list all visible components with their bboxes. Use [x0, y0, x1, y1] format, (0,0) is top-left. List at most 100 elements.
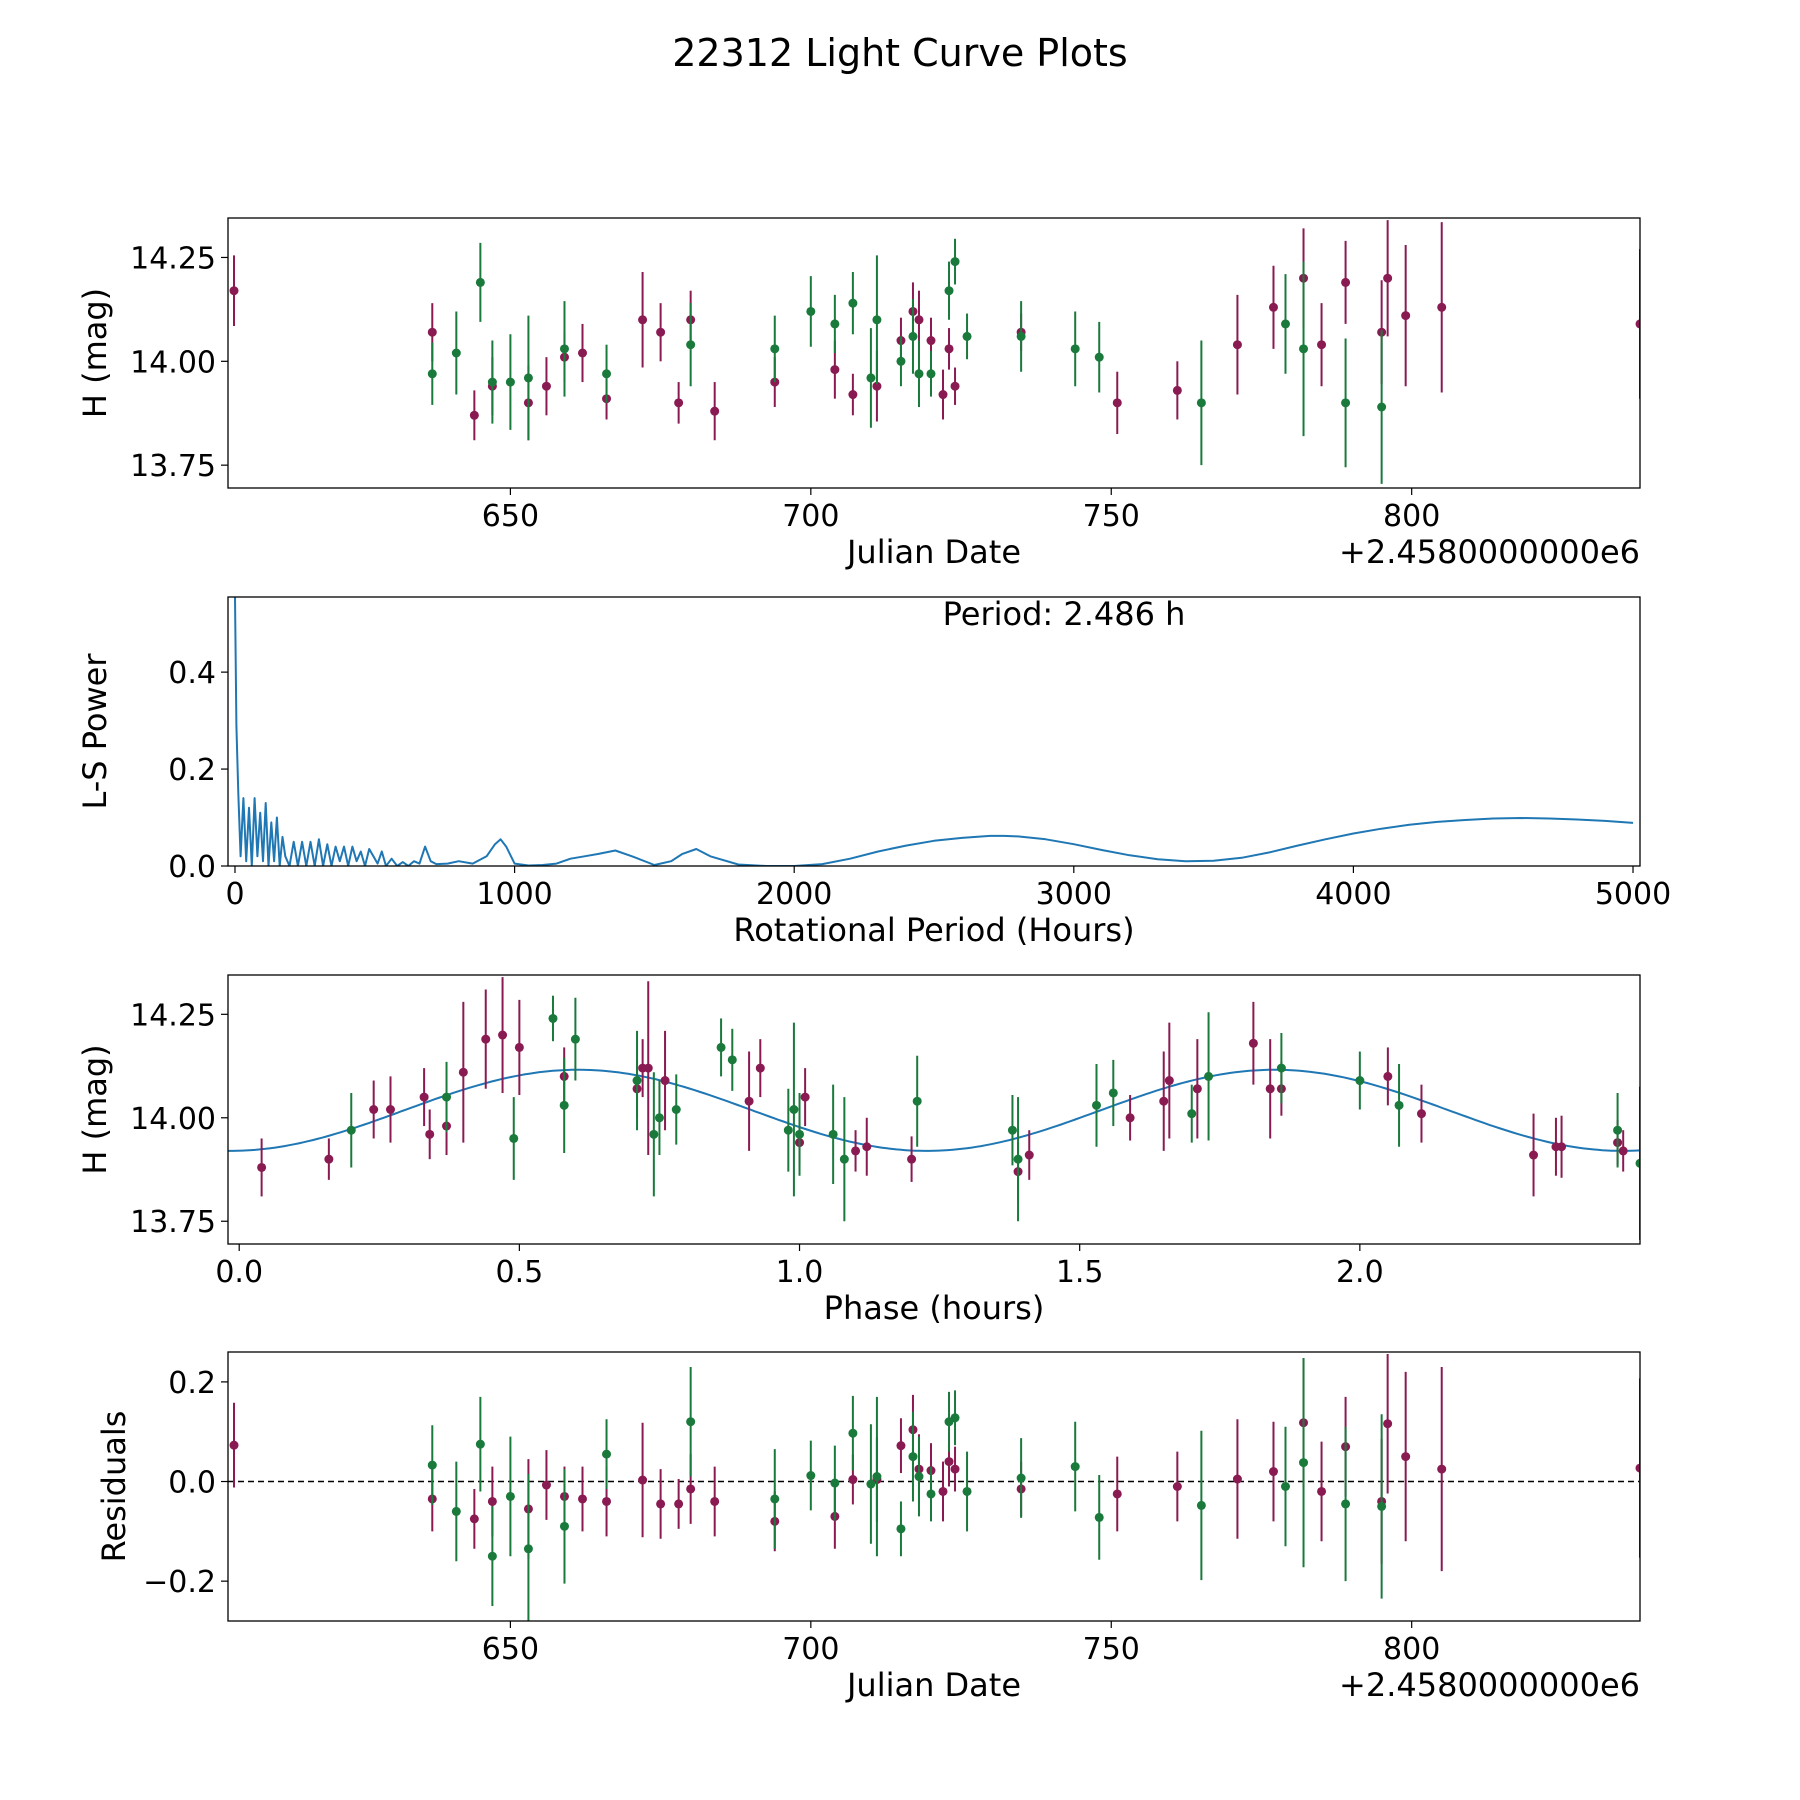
phased-data-point — [514, 1042, 524, 1052]
lightcurve-data-point — [541, 381, 551, 391]
lightcurve-data-point — [1280, 319, 1290, 329]
phased-data-point — [1635, 1158, 1640, 1168]
phased-data-point — [1007, 1125, 1017, 1135]
phased-data-point — [1416, 1109, 1426, 1119]
lightcurve-data-point — [229, 286, 239, 296]
residuals-data-point — [1232, 1474, 1242, 1484]
periodogram-xtick-label: 5000 — [1595, 877, 1671, 912]
residuals-data-point — [487, 1496, 497, 1506]
lightcurve-ytick-label: 14.00 — [130, 345, 216, 380]
lightcurve-data-point — [638, 315, 648, 325]
lightcurve-xtick-label: 650 — [482, 499, 539, 534]
phased-ylabel: H (mag) — [76, 1044, 114, 1174]
lightcurve-data-point — [656, 327, 666, 337]
lightcurve-data-point — [830, 365, 840, 375]
periodogram-ytick-label: 0.4 — [168, 656, 216, 691]
lightcurve-data-point — [1094, 352, 1104, 362]
residuals-data-point — [1383, 1419, 1393, 1429]
phased-xlabel: Phase (hours) — [824, 1289, 1045, 1327]
residuals-data-point — [896, 1441, 906, 1451]
phased-data-point — [1125, 1113, 1135, 1123]
lightcurve-data-point — [686, 340, 696, 350]
lightcurve-data-point — [427, 327, 437, 337]
residuals-data-point — [1112, 1489, 1122, 1499]
residuals-data-point — [1437, 1464, 1447, 1474]
phased-data-point — [1159, 1096, 1169, 1106]
phased-data-point — [1529, 1150, 1539, 1160]
lightcurve-data-point — [1317, 340, 1327, 350]
lightcurve-data-point — [872, 315, 882, 325]
phased-model-curve — [228, 1068, 1640, 1152]
lightcurve-data-point — [505, 377, 515, 387]
phased-data-point — [643, 1063, 653, 1073]
phased-data-point — [1248, 1038, 1258, 1048]
periodogram-axes-frame — [227, 596, 1641, 867]
phased-data-point — [257, 1162, 267, 1172]
lightcurve-data-point — [1299, 344, 1309, 354]
periodogram-xtick-label: 4000 — [1315, 877, 1391, 912]
phased-data-point — [1355, 1076, 1365, 1086]
residuals-data-point — [674, 1499, 684, 1509]
phased-ytick-label: 14.00 — [130, 1102, 216, 1137]
lightcurve-panel: 650 700 750 800 13.75 14.00 14.25 Julian Date H … — [76, 217, 1641, 571]
residuals-offset-text: +2.4580000000e6 — [1339, 1666, 1640, 1704]
phased-plot-area — [228, 977, 1640, 1240]
lightcurve-data-point — [872, 381, 882, 391]
residuals-data-point — [487, 1551, 497, 1561]
residuals-data-point — [541, 1480, 551, 1490]
phased-xtick-label: 1.0 — [776, 1255, 824, 1290]
residuals-ylabel: Residuals — [95, 1411, 133, 1563]
residuals-data-point — [638, 1475, 648, 1485]
lightcurve-data-point — [602, 369, 612, 379]
phased-data-point — [481, 1034, 491, 1044]
phased-data-point — [509, 1133, 519, 1143]
phased-data-point — [800, 1092, 810, 1102]
periodogram-plot-area — [234, 597, 1634, 866]
phased-data-point — [1276, 1063, 1286, 1073]
residuals-data-point — [427, 1460, 437, 1470]
phased-data-point — [548, 1013, 558, 1023]
lightcurve-data-point — [848, 390, 858, 400]
residuals-data-point — [1016, 1473, 1026, 1483]
residuals-ytick-label: 0.0 — [168, 1466, 216, 1501]
lightcurve-data-point — [944, 344, 954, 354]
phased-data-point — [660, 1076, 670, 1086]
phased-data-point — [1613, 1125, 1623, 1135]
lightcurve-xtick-label: 800 — [1383, 499, 1440, 534]
phased-xtick-label: 0.5 — [496, 1255, 544, 1290]
periodogram-ytick-label: 0.2 — [168, 753, 216, 788]
residuals-data-point — [656, 1499, 666, 1509]
phased-data-point — [1187, 1109, 1197, 1119]
residuals-data-point — [1196, 1500, 1206, 1510]
phased-data-point — [442, 1092, 452, 1102]
residuals-data-point — [1070, 1462, 1080, 1472]
residuals-data-point — [914, 1472, 924, 1482]
phased-xtick-label: 1.5 — [1056, 1255, 1104, 1290]
lightcurve-xtick-label: 700 — [782, 499, 839, 534]
residuals-data-point — [830, 1478, 840, 1488]
residuals-data-point — [770, 1494, 780, 1504]
residuals-data-point — [944, 1457, 954, 1467]
phased-data-point — [727, 1055, 737, 1065]
lightcurve-ylabel: H (mag) — [76, 288, 114, 418]
phased-data-point — [346, 1125, 356, 1135]
residuals-data-point — [962, 1486, 972, 1496]
phased-data-point — [789, 1105, 799, 1114]
residuals-data-point — [1341, 1499, 1351, 1509]
phased-panel: 0.0 0.5 1.0 1.5 2.0 13.75 14.00 14.25 Phase (hou… — [76, 974, 1641, 1327]
lightcurve-data-point — [451, 348, 461, 358]
residuals-data-point — [602, 1496, 612, 1506]
phased-data-point — [498, 1030, 508, 1040]
residuals-data-point — [896, 1524, 906, 1534]
residuals-data-point — [523, 1544, 533, 1554]
residuals-data-point — [559, 1521, 569, 1531]
lightcurve-data-point — [469, 410, 479, 420]
periodogram-annotation: Period: 2.486 h — [943, 595, 1186, 633]
residuals-data-point — [866, 1479, 876, 1489]
residuals-xtick-label: 800 — [1383, 1632, 1440, 1667]
residuals-axes-frame — [227, 1351, 1641, 1622]
residuals-plot-area — [228, 1353, 1640, 1621]
residuals-data-point — [806, 1471, 816, 1481]
residuals-data-point — [1094, 1512, 1104, 1522]
phased-data-point — [851, 1146, 861, 1156]
